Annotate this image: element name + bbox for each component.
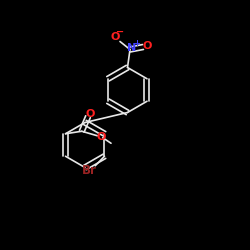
Text: N: N bbox=[126, 43, 136, 53]
Text: O: O bbox=[85, 109, 95, 119]
Text: O: O bbox=[110, 32, 120, 42]
Text: Br: Br bbox=[82, 164, 97, 177]
Text: +: + bbox=[134, 40, 140, 48]
Text: O: O bbox=[96, 132, 106, 142]
Text: O: O bbox=[143, 41, 152, 51]
Text: −: − bbox=[116, 26, 124, 36]
